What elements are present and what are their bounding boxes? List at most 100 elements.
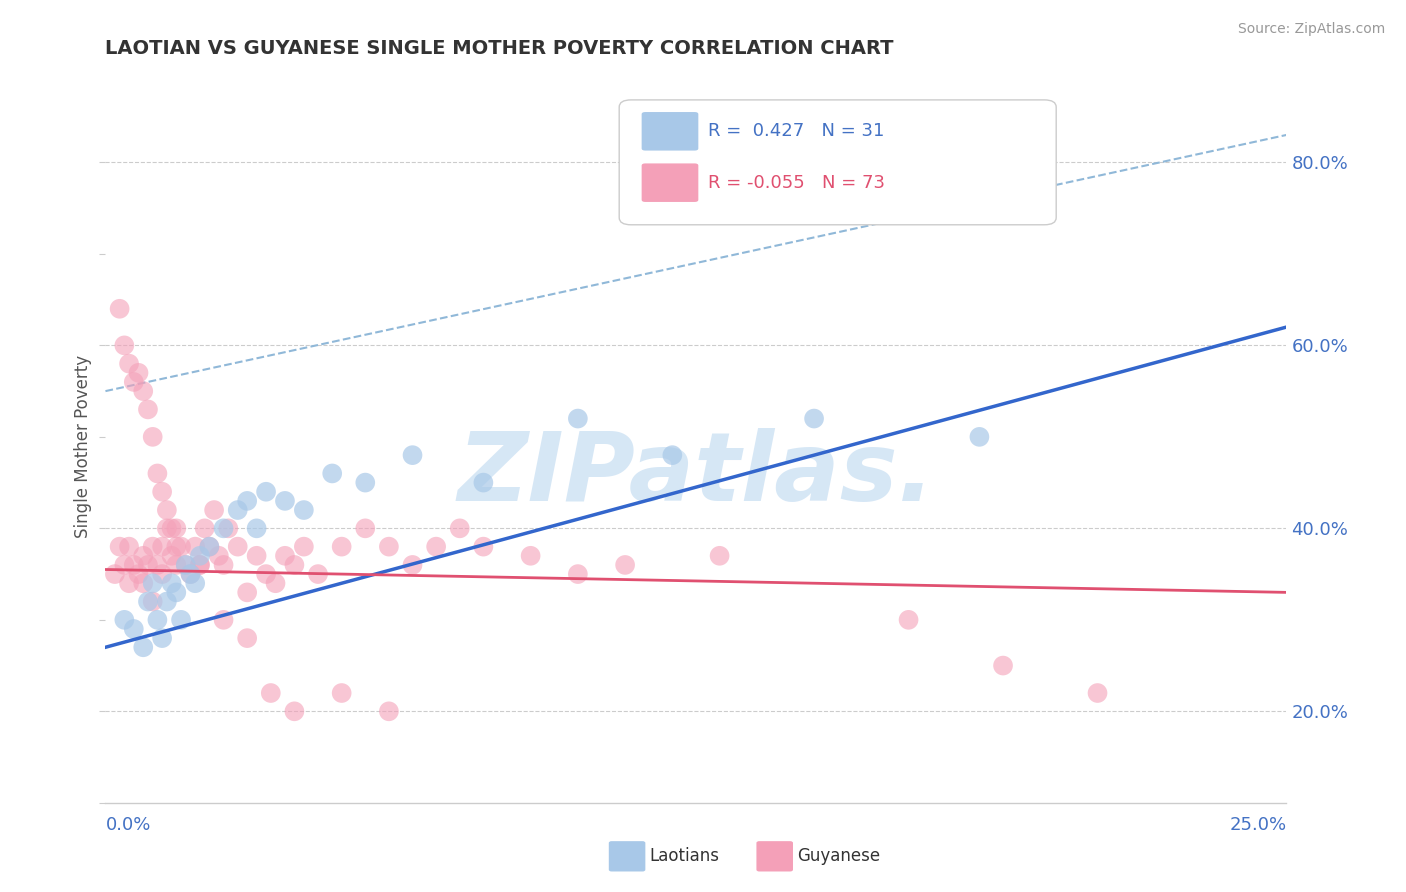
Point (246, 521, 269, 535)
Point (236, 585, 259, 599)
Point (567, 567, 589, 582)
Point (132, 549, 155, 563)
Point (174, 558, 197, 572)
Point (165, 540, 187, 554)
Point (354, 521, 377, 535)
Point (132, 576, 155, 591)
Point (128, 567, 150, 582)
Point (179, 567, 201, 582)
Point (118, 357, 141, 371)
FancyBboxPatch shape (619, 100, 1056, 225)
Text: LAOTIAN VS GUYANESE SINGLE MOTHER POVERTY CORRELATION CHART: LAOTIAN VS GUYANESE SINGLE MOTHER POVERT… (105, 39, 894, 58)
Point (132, 384, 155, 398)
Point (472, 475, 495, 490)
Point (146, 558, 169, 572)
Point (202, 503, 225, 517)
Point (160, 549, 183, 563)
Point (142, 576, 165, 591)
Point (292, 540, 315, 554)
Point (156, 594, 179, 608)
Point (170, 613, 193, 627)
Point (274, 494, 297, 508)
Point (661, 448, 683, 462)
Point (519, 549, 541, 563)
Point (174, 558, 197, 572)
Point (188, 549, 211, 563)
Text: 25.0%: 25.0% (1229, 816, 1286, 834)
Point (208, 549, 231, 563)
Point (614, 558, 637, 572)
Point (104, 567, 127, 582)
Point (184, 540, 207, 554)
Point (142, 540, 165, 554)
Point (354, 475, 377, 490)
Point (128, 366, 150, 380)
Point (307, 567, 329, 582)
Point (122, 558, 145, 572)
Point (156, 521, 179, 535)
Point (709, 549, 731, 563)
FancyBboxPatch shape (641, 112, 699, 151)
Point (226, 503, 249, 517)
Point (160, 521, 183, 535)
Point (112, 613, 135, 627)
Point (136, 558, 159, 572)
Point (969, 430, 991, 444)
Point (401, 448, 423, 462)
Point (236, 494, 259, 508)
Point (156, 503, 179, 517)
Point (122, 375, 145, 389)
Point (146, 613, 169, 627)
Point (264, 576, 287, 591)
Point (1087, 686, 1109, 700)
Point (108, 301, 131, 316)
Point (283, 704, 305, 718)
Point (198, 540, 221, 554)
Text: ZIPatlas.: ZIPatlas. (457, 428, 935, 521)
Point (472, 540, 495, 554)
Point (217, 521, 239, 535)
Point (165, 585, 187, 599)
Point (567, 411, 589, 425)
Point (112, 558, 135, 572)
Point (188, 558, 211, 572)
Point (292, 503, 315, 517)
Point (198, 540, 221, 554)
Point (118, 576, 141, 591)
Point (212, 558, 235, 572)
FancyBboxPatch shape (641, 163, 699, 202)
Point (146, 467, 169, 481)
Point (283, 558, 305, 572)
Point (330, 686, 353, 700)
Point (260, 686, 283, 700)
Point (425, 540, 447, 554)
Point (803, 411, 825, 425)
Point (401, 558, 423, 572)
Point (142, 594, 165, 608)
Point (150, 540, 173, 554)
Point (226, 540, 249, 554)
Point (188, 558, 211, 572)
Point (274, 549, 297, 563)
Point (254, 484, 277, 499)
Point (170, 540, 193, 554)
Point (122, 622, 145, 636)
Text: R = -0.055   N = 73: R = -0.055 N = 73 (707, 174, 884, 192)
Y-axis label: Single Mother Poverty: Single Mother Poverty (73, 354, 91, 538)
Point (194, 521, 217, 535)
Point (330, 540, 353, 554)
Text: Source: ZipAtlas.com: Source: ZipAtlas.com (1237, 22, 1385, 37)
Point (378, 704, 401, 718)
Point (184, 576, 207, 591)
Point (179, 567, 201, 582)
Point (449, 521, 471, 535)
Point (212, 521, 235, 535)
Point (236, 631, 259, 645)
Text: R =  0.427   N = 31: R = 0.427 N = 31 (707, 122, 884, 140)
Point (321, 467, 343, 481)
Text: Guyanese: Guyanese (797, 847, 880, 865)
Text: 0.0%: 0.0% (105, 816, 150, 834)
Point (212, 613, 235, 627)
Point (118, 540, 141, 554)
Point (246, 549, 269, 563)
